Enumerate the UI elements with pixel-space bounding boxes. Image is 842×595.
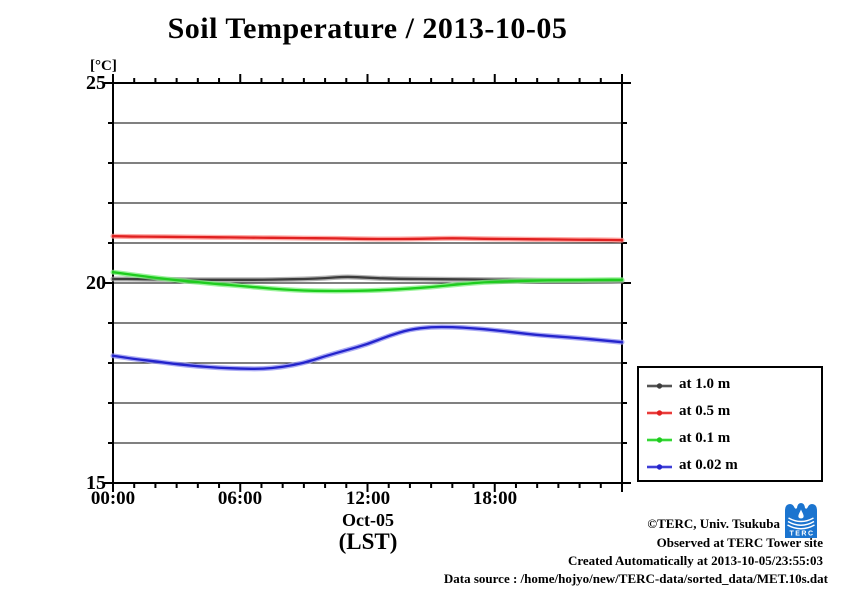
legend-label: at 0.5 m [679, 403, 731, 419]
y-tick-label-15: 15 [86, 472, 106, 494]
legend-row: at 0.5 m [639, 398, 821, 425]
legend-label: at 0.1 m [679, 430, 731, 446]
created-timestamp-text: Created Automatically at 2013-10-05/23:5… [567, 553, 823, 568]
legend-row: at 1.0 m [639, 371, 821, 398]
legend-line-symbol-red [646, 406, 673, 418]
legend-line-symbol-green [646, 433, 673, 445]
x-tick-label-0000: 00:00 [90, 488, 136, 509]
legend-label: at 0.02 m [679, 457, 738, 473]
x-tick-label-1800: 18:00 [472, 488, 518, 509]
legend: at 1.0 m at 0.5 m at 0.1 m at 0.02 m [637, 366, 823, 482]
legend-row: at 0.1 m [639, 425, 821, 452]
legend-label: at 1.0 m [679, 376, 731, 392]
chart-title: Soil Temperature / 2013-10-05 [167, 12, 568, 45]
wave-arc [787, 524, 815, 530]
terc-logo: TERC [785, 503, 817, 538]
x-axis-lst-label: (LST) [338, 529, 398, 554]
data-source-text: Data source : /home/hojyo/new/TERC-data/… [443, 571, 828, 586]
terc-logo-text: TERC [789, 531, 814, 538]
terc-logo-shape [785, 503, 817, 538]
wave-arc [788, 517, 814, 523]
y-tick-label-20: 20 [86, 272, 106, 294]
legend-row: at 0.02 m [639, 452, 821, 479]
legend-line-symbol-black [646, 379, 673, 391]
y-axis-unit-label: [°C] [90, 58, 117, 74]
x-tick-label-1200: 12:00 [345, 488, 391, 509]
x-axis-date-label: Oct-05 [342, 510, 394, 530]
wave-arc [787, 520, 815, 526]
x-tick-label-0600: 06:00 [217, 488, 263, 509]
observed-site-text: Observed at TERC Tower site [656, 535, 823, 550]
y-tick-label-25: 25 [86, 72, 106, 94]
copyright-text: ©TERC, Univ. Tsukuba [647, 516, 780, 531]
legend-line-symbol-blue [646, 460, 673, 472]
droplet-icon [798, 509, 804, 519]
